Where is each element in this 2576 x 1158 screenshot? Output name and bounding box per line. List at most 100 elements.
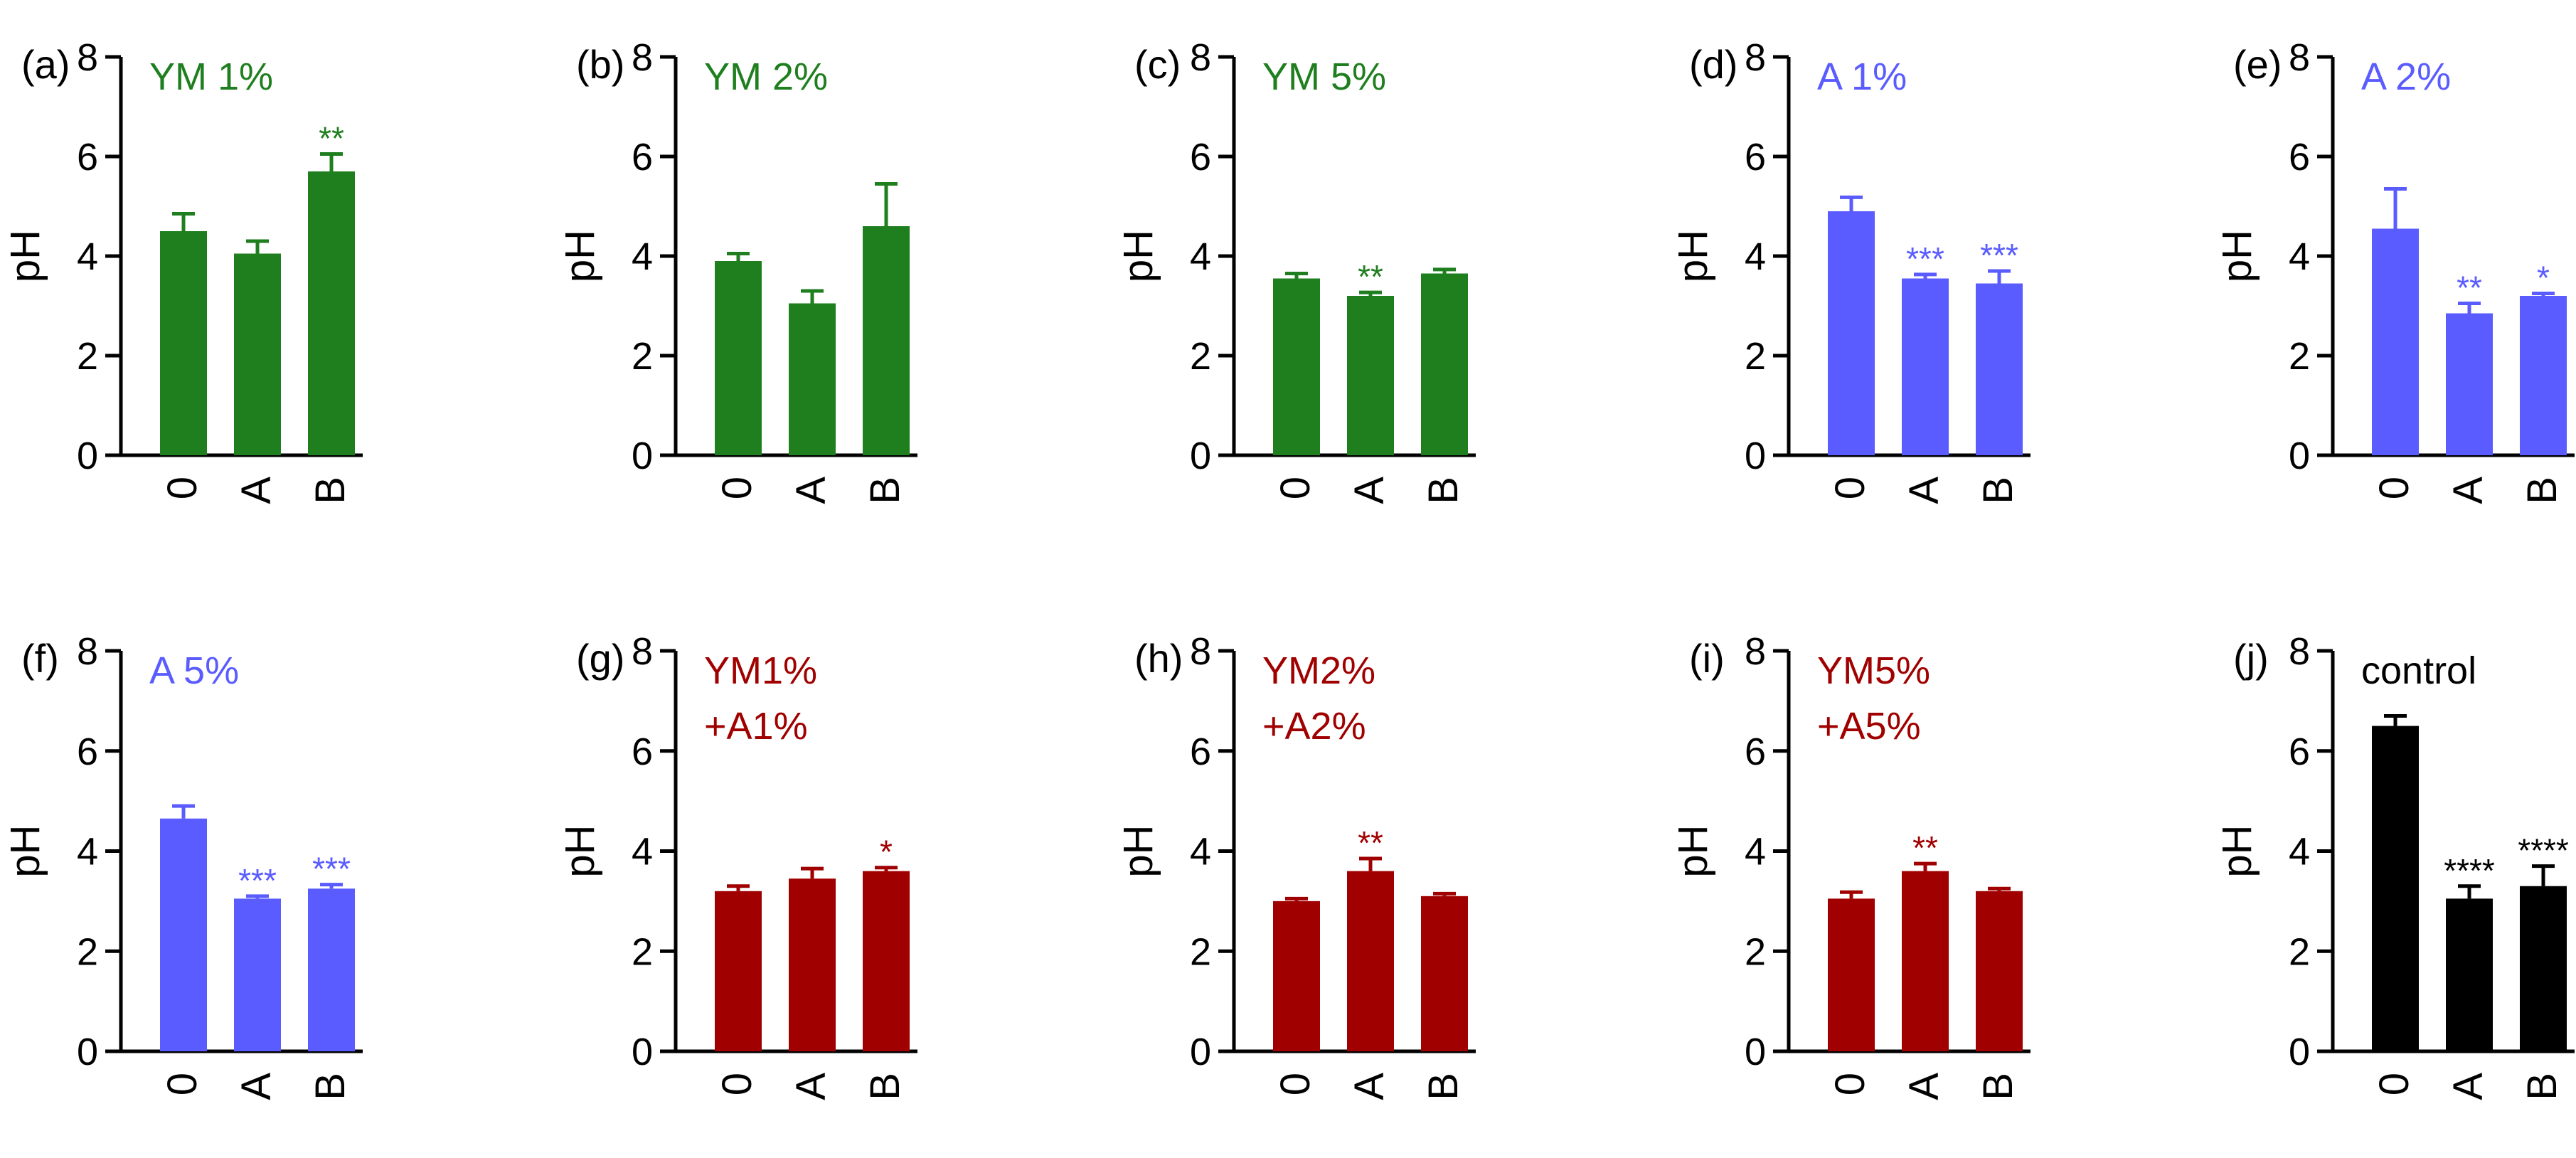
bar-0 (2372, 228, 2419, 455)
y-tick-label: 6 (1745, 136, 1766, 179)
chart-title: +A2% (1262, 705, 1366, 748)
y-tick-label: 4 (77, 831, 98, 873)
bar-A (2446, 313, 2493, 455)
chart-title: YM2% (1262, 649, 1375, 692)
bar-A (1347, 871, 1394, 1051)
panel-h: (h) 0 2 4 6 8 pH YM2% +A2% 0 ** A B (1115, 630, 1476, 1100)
y-tick-label: 0 (1745, 435, 1766, 477)
y-tick-label: 2 (1190, 930, 1211, 973)
significance-marker: *** (1980, 237, 2018, 274)
y-tick-label: 0 (1190, 435, 1211, 477)
bar-0 (2372, 726, 2419, 1051)
bar-A (1347, 296, 1394, 455)
significance-marker: ** (319, 120, 344, 157)
y-tick-label: 4 (1190, 831, 1211, 873)
chart-title: A 5% (149, 649, 239, 692)
y-tick-label: 0 (2289, 435, 2310, 477)
y-tick-label: 0 (77, 1031, 98, 1073)
y-tick-label: 8 (632, 630, 653, 673)
y-axis-label: pH (1670, 230, 1716, 282)
x-tick-label: 0 (159, 477, 206, 499)
panel-label: (c) (1134, 42, 1181, 87)
bar-B (863, 226, 910, 455)
x-tick-label: A (1346, 477, 1393, 504)
y-tick-label: 8 (77, 36, 98, 79)
y-tick-label: 8 (632, 36, 653, 79)
y-tick-label: 2 (632, 930, 653, 973)
y-tick-label: 2 (2289, 335, 2310, 378)
y-axis-label: pH (557, 824, 603, 877)
x-tick-label: A (233, 1073, 280, 1100)
x-tick-label: 0 (1272, 477, 1319, 499)
y-axis-label: pH (1115, 230, 1161, 282)
y-tick-label: 0 (2289, 1031, 2310, 1073)
y-tick-label: 8 (1190, 630, 1211, 673)
x-tick-label: B (2519, 1073, 2565, 1100)
significance-marker: * (2537, 260, 2550, 297)
y-tick-label: 2 (1745, 930, 1766, 973)
panel-g: (g) 0 2 4 6 8 pH YM1% +A1% 0 A * B (557, 630, 917, 1100)
x-tick-label: A (788, 477, 834, 504)
chart-title: YM 5% (1262, 55, 1386, 98)
significance-marker: **** (2518, 832, 2569, 869)
bar-B (308, 171, 355, 455)
x-tick-label: A (1901, 477, 1947, 504)
panel-b: (b) 0 2 4 6 8 pH YM 2% 0 A B (557, 36, 917, 504)
bar-A (234, 253, 281, 455)
panel-label: (d) (1689, 42, 1737, 87)
chart-title: YM 1% (149, 55, 273, 98)
y-axis-label: pH (557, 230, 603, 282)
bar-A (789, 878, 836, 1051)
x-tick-label: 0 (1272, 1073, 1319, 1095)
bar-0 (1273, 278, 1320, 455)
x-tick-label: B (307, 1073, 353, 1100)
y-tick-label: 4 (632, 235, 653, 278)
bar-A (234, 898, 281, 1051)
chart-title: +A5% (1817, 705, 1921, 748)
x-tick-label: B (2519, 477, 2565, 504)
x-tick-label: B (862, 477, 908, 504)
y-tick-label: 0 (1745, 1031, 1766, 1073)
significance-marker: ** (2457, 270, 2482, 307)
bar-A (1902, 278, 1949, 455)
y-tick-label: 6 (1190, 731, 1211, 773)
y-tick-label: 2 (2289, 930, 2310, 973)
panel-e: (e) 0 2 4 6 8 pH A 2% 0 ** A * B (2214, 36, 2575, 504)
chart-title: A 2% (2361, 55, 2451, 98)
bar-0 (160, 231, 207, 455)
bar-B (2520, 886, 2567, 1051)
significance-marker: *** (312, 851, 351, 888)
bar-B (1976, 283, 2023, 455)
y-tick-label: 0 (632, 1031, 653, 1073)
y-tick-label: 6 (1190, 136, 1211, 179)
x-tick-label: A (1346, 1073, 1393, 1100)
y-tick-label: 4 (1190, 235, 1211, 278)
y-tick-label: 4 (1745, 831, 1766, 873)
y-tick-label: 2 (1745, 335, 1766, 378)
y-axis-label: pH (2214, 824, 2260, 877)
panel-f: (f) 0 2 4 6 8 pH A 5% 0 *** A *** B (2, 630, 363, 1100)
y-tick-label: 6 (2289, 136, 2310, 179)
y-tick-label: 2 (77, 930, 98, 973)
x-tick-label: 0 (1827, 1073, 1873, 1095)
panel-label: (g) (576, 636, 624, 681)
y-axis-label: pH (2, 230, 48, 282)
chart-title: +A1% (704, 705, 808, 748)
bar-B (1421, 896, 1468, 1051)
y-axis-label: pH (2214, 230, 2260, 282)
significance-marker: ** (1912, 829, 1938, 866)
chart-title: control (2361, 649, 2476, 692)
x-tick-label: A (1901, 1073, 1947, 1100)
y-tick-label: 6 (632, 136, 653, 179)
bar-0 (715, 891, 762, 1051)
y-tick-label: 6 (632, 731, 653, 773)
y-tick-label: 2 (77, 335, 98, 378)
x-tick-label: B (1420, 1073, 1467, 1100)
chart-title: YM5% (1817, 649, 1930, 692)
bar-A (789, 303, 836, 455)
panel-j: (j) 0 2 4 6 8 pH control 0 **** A **** B (2214, 630, 2575, 1100)
significance-marker: **** (2444, 852, 2495, 889)
y-tick-label: 4 (1745, 235, 1766, 278)
y-tick-label: 4 (77, 235, 98, 278)
y-tick-label: 6 (77, 731, 98, 773)
